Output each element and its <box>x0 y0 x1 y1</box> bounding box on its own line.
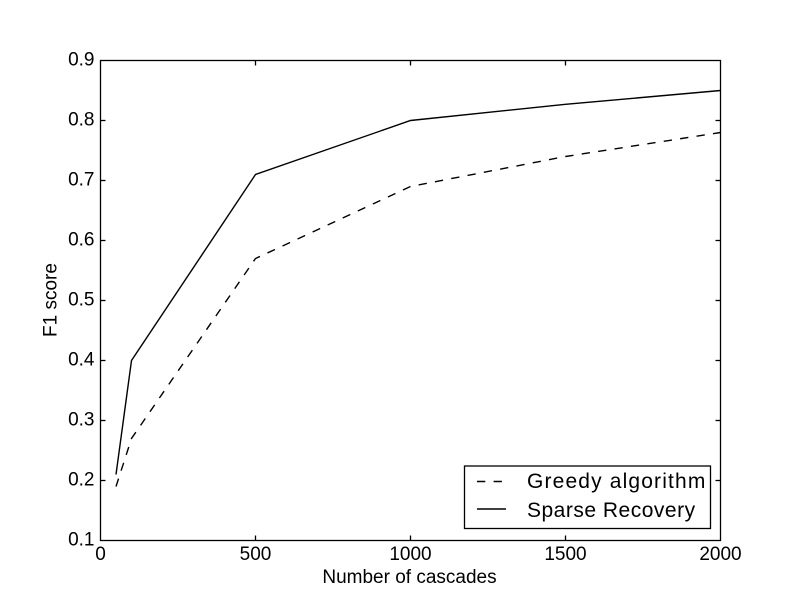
svg-text:0.5: 0.5 <box>68 290 94 311</box>
svg-text:2000: 2000 <box>699 544 741 565</box>
svg-text:0.7: 0.7 <box>68 170 94 191</box>
svg-text:0.6: 0.6 <box>68 230 94 251</box>
svg-text:500: 500 <box>240 544 272 565</box>
svg-text:Greedy algorithm: Greedy algorithm <box>527 470 706 493</box>
svg-text:1000: 1000 <box>389 544 431 565</box>
svg-text:0.4: 0.4 <box>68 350 95 371</box>
svg-text:0: 0 <box>95 544 106 565</box>
svg-text:0.3: 0.3 <box>68 410 94 431</box>
svg-text:0.9: 0.9 <box>68 50 94 71</box>
svg-text:1500: 1500 <box>544 544 586 565</box>
svg-text:0.1: 0.1 <box>68 530 94 551</box>
svg-text:Number of cascades: Number of cascades <box>322 567 496 588</box>
svg-text:0.2: 0.2 <box>68 470 94 491</box>
svg-text:F1 score: F1 score <box>41 263 62 337</box>
svg-text:0.8: 0.8 <box>68 110 94 131</box>
svg-text:Sparse Recovery: Sparse Recovery <box>527 499 696 522</box>
